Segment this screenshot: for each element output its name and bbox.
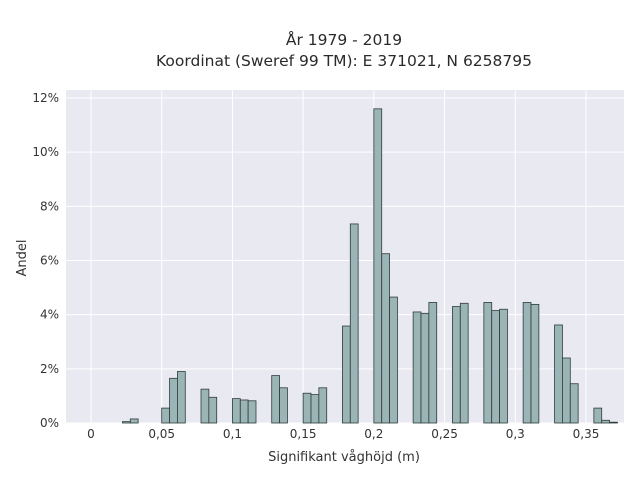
- histogram-bar: [122, 421, 131, 424]
- histogram-bar: [530, 303, 540, 424]
- histogram-bar: [554, 324, 563, 424]
- histogram-bar: [459, 302, 469, 424]
- histogram-bar: [279, 387, 288, 424]
- y-tick-label: 0%: [40, 416, 59, 430]
- y-tick-label: 6%: [40, 254, 59, 268]
- histogram-bar: [177, 371, 186, 424]
- histogram-bar: [373, 108, 383, 424]
- histogram-bar: [310, 394, 320, 424]
- x-axis-ticks: 0 0,05 0,1 0,15 0,2 0,25 0,3 0,35: [87, 427, 599, 441]
- y-tick-label: 8%: [40, 199, 59, 213]
- histogram-bar: [420, 312, 430, 424]
- x-axis-label: Signifikant våghöjd (m): [268, 450, 420, 465]
- histogram-bar: [452, 306, 461, 424]
- x-tick-label: 0,15: [290, 427, 317, 441]
- y-tick-label: 12%: [32, 91, 59, 105]
- y-axis-ticks: 0% 2% 4% 6% 8% 10% 12%: [32, 91, 59, 430]
- histogram-bar: [609, 421, 618, 424]
- x-tick-label: 0,2: [364, 427, 383, 441]
- chart-subtitle: Koordinat (Sweref 99 TM): E 371021, N 62…: [156, 52, 532, 70]
- histogram-bar: [232, 398, 241, 424]
- x-tick-label: 0,05: [148, 427, 175, 441]
- x-tick-label: 0: [87, 427, 95, 441]
- histogram-bar: [562, 357, 571, 424]
- histogram-bar: [593, 407, 603, 424]
- histogram-bar: [342, 325, 351, 424]
- chart-title: År 1979 - 2019: [286, 30, 402, 49]
- x-tick-label: 0,35: [573, 427, 600, 441]
- histogram-bar: [569, 383, 579, 424]
- histogram-bar: [522, 302, 532, 424]
- histogram-bar: [381, 253, 390, 424]
- histogram-bar: [389, 296, 398, 424]
- x-tick-label: 0,3: [506, 427, 525, 441]
- histogram-bar: [491, 310, 500, 424]
- histogram-bar: [483, 302, 493, 424]
- histogram-bar: [129, 418, 139, 424]
- histogram-bar: [200, 388, 210, 424]
- y-tick-label: 2%: [40, 362, 59, 376]
- histogram-bar: [318, 387, 328, 424]
- histogram-bar: [161, 407, 170, 424]
- x-tick-label: 0,1: [223, 427, 242, 441]
- histogram-bar: [271, 375, 280, 424]
- histogram-bar: [412, 311, 422, 424]
- histogram-bar: [208, 396, 218, 424]
- histogram-bar: [239, 399, 249, 424]
- histogram-bar: [247, 400, 257, 424]
- histogram-bar: [349, 223, 359, 424]
- histogram-bar: [169, 377, 178, 424]
- histogram-bar: [601, 419, 610, 424]
- bars: [122, 108, 618, 424]
- y-tick-label: 10%: [32, 145, 59, 159]
- x-tick-label: 0,25: [431, 427, 458, 441]
- y-tick-label: 4%: [40, 308, 59, 322]
- histogram-bar: [499, 308, 508, 424]
- y-axis-label: Andel: [15, 240, 30, 277]
- histogram-bar: [428, 302, 438, 424]
- histogram-bar: [302, 392, 312, 424]
